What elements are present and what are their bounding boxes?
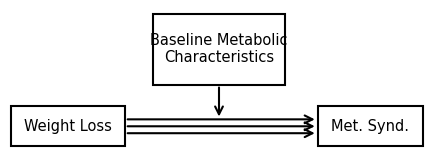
FancyBboxPatch shape [318,106,423,146]
Text: Met. Synd.: Met. Synd. [331,119,409,134]
Text: Weight Loss: Weight Loss [24,119,112,134]
FancyBboxPatch shape [11,106,125,146]
FancyBboxPatch shape [153,14,285,85]
Text: Baseline Metabolic
Characteristics: Baseline Metabolic Characteristics [150,33,288,65]
